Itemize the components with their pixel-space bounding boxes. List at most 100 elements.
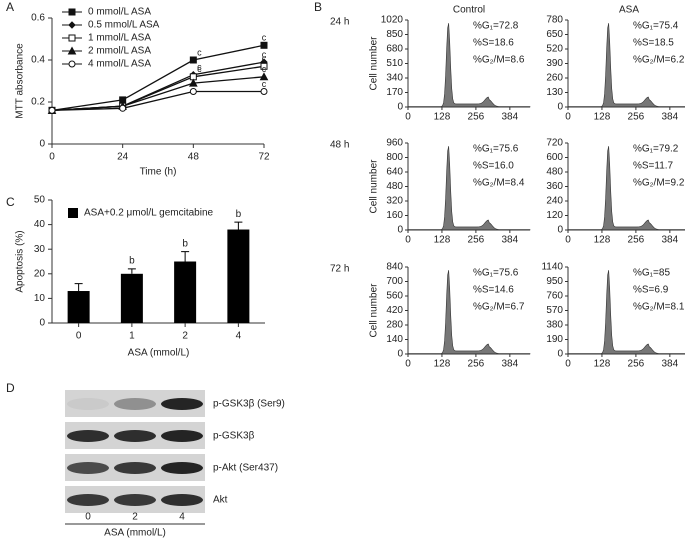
y-tick-label: 0 <box>557 225 563 236</box>
y-tick-label: 480 <box>546 167 563 178</box>
axis <box>51 18 264 145</box>
lane-axis-label: ASA (mmol/L) <box>104 528 166 539</box>
legend-swatch <box>68 208 78 218</box>
y-tick-label: 320 <box>386 196 403 207</box>
y-tick-label: 420 <box>386 305 403 316</box>
x-tick-label: 256 <box>468 359 485 370</box>
x-tick-label: 0 <box>405 359 411 370</box>
y-tick-label: 780 <box>546 15 563 26</box>
stat-label: %S=16.0 <box>473 161 514 172</box>
x-tick-label: 1 <box>129 331 135 342</box>
y-tick-label: 700 <box>386 276 403 287</box>
stat-label: %G₁=75.4 <box>633 21 679 32</box>
blot-band <box>114 494 156 506</box>
y-tick-label: 720 <box>546 138 563 149</box>
x-tick-label: 128 <box>594 112 611 123</box>
bar <box>227 229 250 323</box>
x-tick-label: 128 <box>594 359 611 370</box>
x-tick-label: 128 <box>594 235 611 246</box>
line <box>51 90 264 112</box>
stat-label: %G₁=75.6 <box>473 144 519 155</box>
y-tick-label: 850 <box>386 29 403 40</box>
x-tick-label: 0 <box>49 152 55 163</box>
y-tick-label: 0 <box>397 349 403 360</box>
x-tick-label: 256 <box>468 235 485 246</box>
significance-label: b <box>236 209 242 220</box>
y-tick-label: 0 <box>39 318 45 329</box>
line <box>51 76 265 112</box>
error-bar <box>234 221 243 230</box>
blot-band <box>67 494 109 506</box>
x-tick-label: 48 <box>188 152 200 163</box>
y-tick-label: 1020 <box>381 15 404 26</box>
stat-label: %S=18.6 <box>473 38 514 49</box>
y-axis-label: Cell number <box>369 36 380 91</box>
stat-label: %G₁=72.8 <box>473 21 519 32</box>
blot-band <box>114 462 156 474</box>
legend-label: 4 mmol/L ASA <box>88 59 151 70</box>
marker <box>189 56 197 64</box>
y-tick-label: 600 <box>546 152 563 163</box>
y-tick-label: 340 <box>386 73 403 84</box>
y-tick-label: 560 <box>386 291 403 302</box>
error-bar <box>127 268 136 274</box>
x-tick-label: 4 <box>236 331 242 342</box>
x-tick-label: 256 <box>468 112 485 123</box>
y-tick-label: 950 <box>546 276 563 287</box>
bar <box>120 273 143 323</box>
y-tick-label: 510 <box>386 58 403 69</box>
blot-band <box>67 398 109 410</box>
column-title: ASA <box>619 5 639 16</box>
marker <box>260 88 268 95</box>
row-label: 48 h <box>330 140 349 151</box>
y-tick-label: 40 <box>34 219 46 230</box>
legend-label: 2 mmol/L ASA <box>88 46 151 57</box>
panel-label: B <box>314 0 322 14</box>
x-tick-label: 384 <box>661 112 678 123</box>
significance-label: c <box>262 49 267 59</box>
blot-band <box>161 398 203 410</box>
y-tick-label: 390 <box>546 58 563 69</box>
y-tick-label: 170 <box>386 87 403 98</box>
stat-label: %G₂/M=8.1 <box>633 302 685 313</box>
x-tick-label: 24 <box>117 152 129 163</box>
marker <box>68 8 76 16</box>
bar <box>174 261 197 323</box>
panel-label: C <box>6 195 15 209</box>
lane-label: 0 <box>85 512 91 523</box>
marker <box>68 34 76 42</box>
stat-label: %G₂/M=6.7 <box>473 302 525 313</box>
band-label: p-Akt (Ser437) <box>213 463 278 474</box>
blot-band <box>67 430 109 442</box>
marker <box>68 21 76 29</box>
stat-label: %S=11.7 <box>633 161 674 172</box>
x-tick-label: 384 <box>501 112 518 123</box>
y-tick-label: 520 <box>546 44 563 55</box>
stat-label: %G₂/M=9.2 <box>633 178 685 189</box>
significance-label: c <box>197 64 202 74</box>
stat-label: %S=6.9 <box>633 285 669 296</box>
row-label: 72 h <box>330 264 349 275</box>
y-tick-label: 130 <box>546 87 563 98</box>
y-tick-label: 1140 <box>541 262 563 273</box>
legend-label: 1 mmol/L ASA <box>88 33 151 44</box>
band-label: Akt <box>213 495 228 506</box>
y-tick-label: 280 <box>386 320 403 331</box>
blot-band <box>161 494 203 506</box>
y-tick-label: 760 <box>546 291 563 302</box>
y-tick-label: 260 <box>546 73 563 84</box>
x-tick-label: 0 <box>405 112 411 123</box>
x-tick-label: 128 <box>434 359 451 370</box>
stat-label: %G₂/M=8.4 <box>473 178 525 189</box>
significance-label: c <box>197 47 202 57</box>
bar <box>67 291 90 323</box>
significance-label: c <box>197 62 202 72</box>
stat-label: %G₁=75.6 <box>473 268 519 279</box>
x-tick-label: 0 <box>565 235 571 246</box>
line <box>51 65 265 112</box>
x-tick-label: 256 <box>628 112 645 123</box>
line <box>51 61 265 112</box>
x-tick-label: 128 <box>434 112 451 123</box>
x-tick-label: 0 <box>565 359 571 370</box>
significance-label: b <box>129 256 135 267</box>
